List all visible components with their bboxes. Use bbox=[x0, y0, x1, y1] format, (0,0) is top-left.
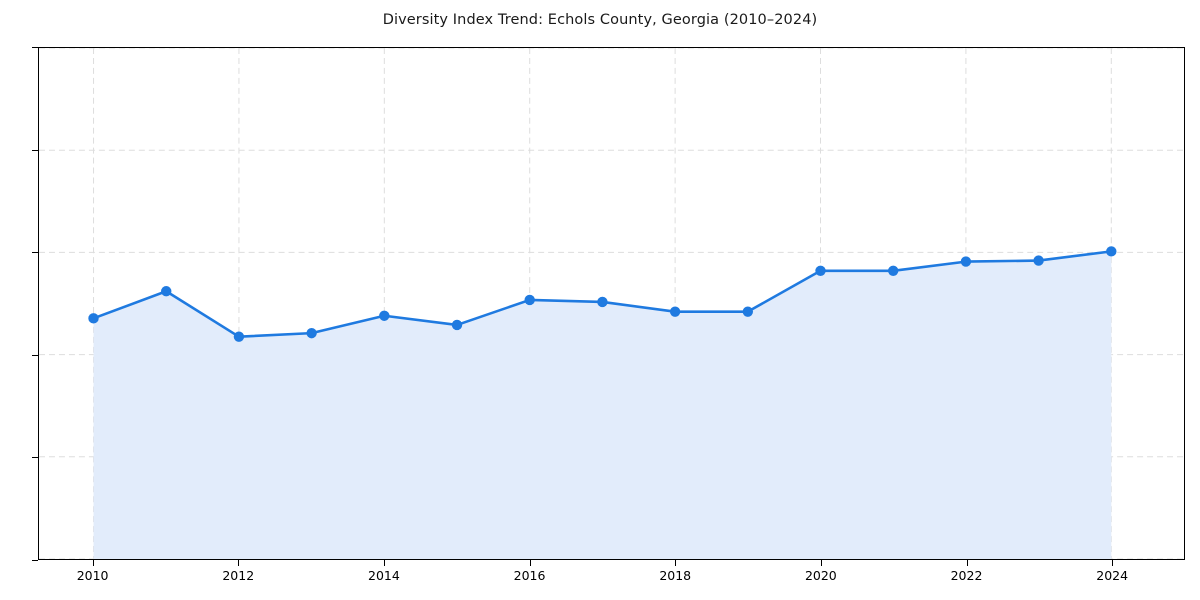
data-point-marker[interactable] bbox=[88, 313, 99, 324]
x-axis-tick-label: 2016 bbox=[513, 568, 546, 583]
data-series-layer bbox=[88, 246, 1117, 559]
x-axis-tick-mark bbox=[529, 560, 531, 566]
data-point-marker[interactable] bbox=[524, 294, 535, 306]
data-point-marker[interactable] bbox=[451, 319, 463, 331]
y-axis-tick-mark bbox=[32, 252, 38, 254]
data-point-marker[interactable] bbox=[1033, 255, 1044, 266]
x-axis-tick-mark bbox=[1112, 560, 1114, 566]
data-point-marker[interactable] bbox=[815, 265, 826, 276]
data-point-marker[interactable] bbox=[1106, 246, 1117, 257]
x-axis-tick-label: 2012 bbox=[222, 568, 255, 583]
x-axis-tick-mark bbox=[966, 560, 968, 566]
x-axis-tick-label: 2014 bbox=[368, 568, 400, 583]
x-axis-tick-label: 2024 bbox=[1096, 568, 1129, 583]
y-axis-tick-mark bbox=[32, 560, 38, 561]
data-point-marker[interactable] bbox=[742, 306, 754, 317]
y-axis-tick-mark bbox=[32, 354, 38, 356]
data-point-marker[interactable] bbox=[888, 265, 899, 276]
data-point-marker[interactable] bbox=[960, 256, 972, 267]
x-axis-tick-label: 2010 bbox=[76, 568, 109, 583]
y-axis-tick-mark bbox=[32, 47, 38, 48]
x-axis-tick-label: 2020 bbox=[804, 568, 837, 583]
x-axis-tick-mark bbox=[383, 560, 385, 566]
data-point-marker[interactable] bbox=[233, 331, 245, 342]
data-point-marker[interactable] bbox=[597, 296, 608, 308]
y-axis-tick-mark bbox=[32, 457, 38, 459]
data-point-marker[interactable] bbox=[306, 327, 317, 339]
x-axis-tick-label: 2022 bbox=[950, 568, 983, 583]
area-fill bbox=[93, 251, 1112, 559]
x-axis-tick-mark bbox=[238, 560, 240, 566]
data-point-marker[interactable] bbox=[669, 306, 681, 317]
x-axis-tick-mark bbox=[92, 560, 94, 566]
data-point-marker[interactable] bbox=[161, 286, 172, 297]
plot-area bbox=[38, 47, 1185, 560]
y-axis-tick-mark bbox=[32, 149, 38, 151]
x-axis-tick-mark bbox=[675, 560, 677, 566]
x-axis-tick-label: 2018 bbox=[659, 568, 692, 583]
data-point-marker[interactable] bbox=[379, 310, 390, 321]
x-axis-tick-mark bbox=[820, 560, 822, 566]
chart-title: Diversity Index Trend: Echols County, Ge… bbox=[382, 12, 818, 28]
